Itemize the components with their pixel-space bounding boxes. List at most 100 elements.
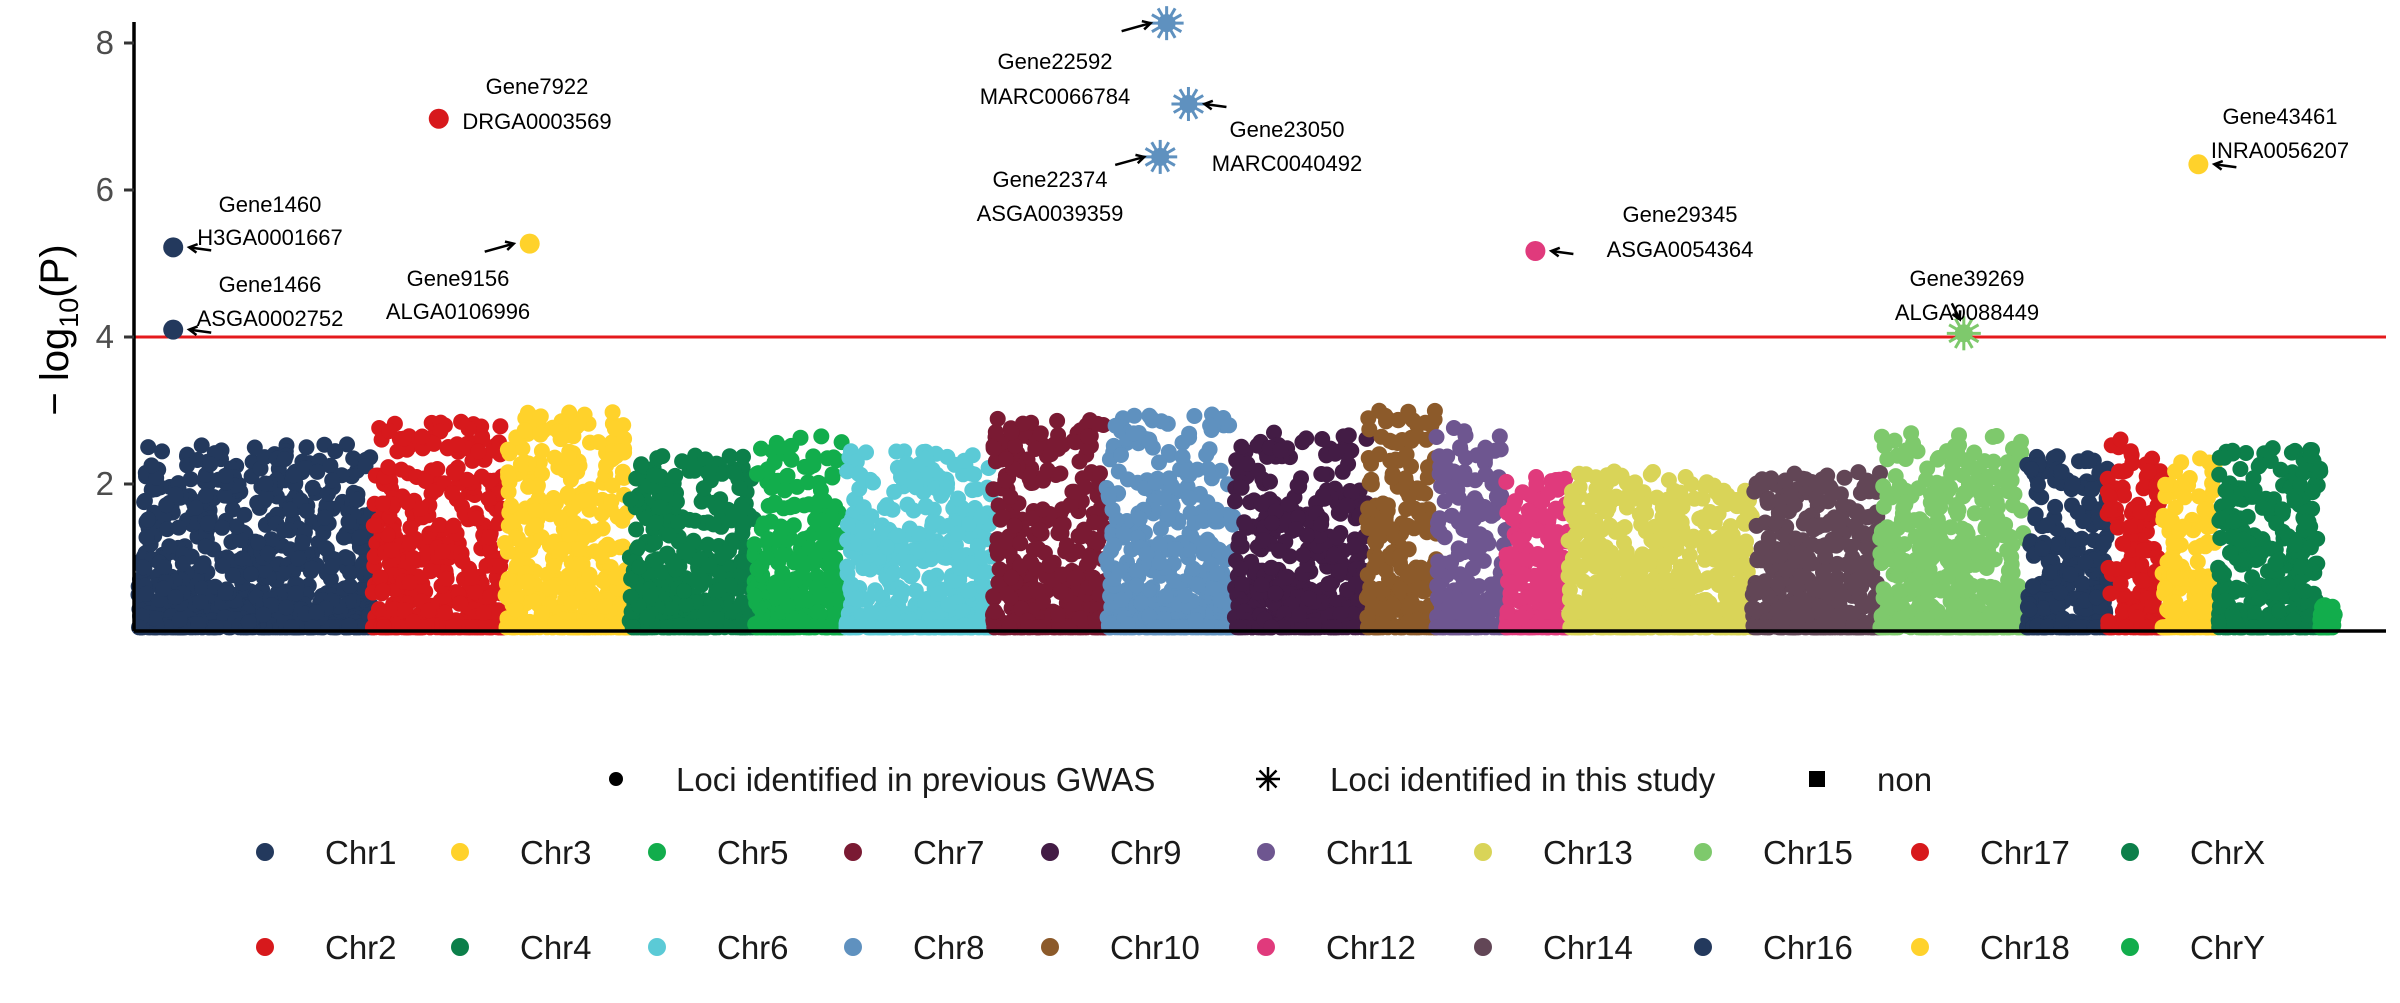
snp-point <box>1082 412 1098 429</box>
snp-point <box>1431 448 1448 465</box>
snp-point <box>1253 576 1270 593</box>
snp-point <box>824 466 841 483</box>
snp-point <box>1326 619 1343 636</box>
snp-point <box>1724 560 1741 576</box>
snp-point <box>182 471 199 488</box>
snp-point <box>199 515 216 532</box>
snp-point <box>1046 435 1063 452</box>
snp-point <box>1189 577 1206 594</box>
snp-point <box>1409 428 1425 444</box>
snp-point <box>1271 542 1288 559</box>
snp-point <box>202 456 219 473</box>
snp-point <box>256 449 273 466</box>
snp-point <box>731 480 748 496</box>
snp-point <box>930 585 947 602</box>
snp-point <box>1334 463 1351 480</box>
snp-point <box>774 564 791 581</box>
snp-point <box>1361 421 1378 438</box>
snp-point <box>1340 427 1357 444</box>
snp-point <box>140 439 157 456</box>
snp-point <box>1426 402 1443 419</box>
snp-point <box>1161 470 1178 487</box>
snp-point <box>701 557 718 574</box>
snp-point <box>559 485 576 502</box>
snp-point <box>1128 577 1145 594</box>
snp-point <box>187 499 204 516</box>
snp-point <box>533 605 550 622</box>
snp-point <box>863 605 879 622</box>
snp-point <box>901 554 918 571</box>
snp-point <box>1113 447 1129 463</box>
snp-point <box>1480 597 1497 614</box>
snp-point <box>232 532 249 549</box>
snp-point <box>503 497 520 514</box>
snp-point <box>1212 592 1229 609</box>
snp-point <box>1158 587 1174 604</box>
snp-point <box>1645 464 1661 480</box>
snp-point <box>217 467 234 484</box>
snp-point <box>323 558 340 575</box>
snp-point <box>240 614 257 631</box>
snp-point <box>1359 609 1376 626</box>
snp-point <box>697 451 714 468</box>
snp-point <box>1368 552 1385 569</box>
snp-point <box>622 491 639 508</box>
snp-point <box>1371 446 1388 463</box>
background-points <box>130 402 2343 636</box>
snp-point <box>508 619 524 636</box>
snp-point <box>316 509 333 526</box>
snp-point <box>1504 510 1521 527</box>
snp-point <box>1326 546 1343 563</box>
snp-point <box>1398 446 1415 463</box>
snp-point <box>475 604 492 621</box>
snp-point <box>1430 521 1446 538</box>
snp-point <box>603 451 620 468</box>
snp-point <box>622 588 639 605</box>
snp-point <box>1152 520 1169 537</box>
snp-point <box>1049 412 1066 429</box>
snp-point <box>1166 572 1182 589</box>
snp-point <box>705 516 722 533</box>
snp-point <box>340 513 357 530</box>
snp-point <box>365 517 382 534</box>
snp-point <box>1255 532 1271 549</box>
snp-point <box>287 585 304 602</box>
snp-point <box>452 595 469 612</box>
snp-point <box>1415 583 1432 600</box>
snp-point <box>1234 575 1250 592</box>
snp-point <box>342 564 359 581</box>
snp-point <box>1467 472 1484 489</box>
snp-point <box>1058 537 1075 554</box>
snp-point <box>998 451 1014 467</box>
snp-point <box>481 529 498 546</box>
snp-point <box>296 460 313 477</box>
snp-point <box>257 489 274 506</box>
snp-point <box>560 449 577 466</box>
snp-point <box>1030 582 1046 599</box>
snp-point <box>879 539 895 556</box>
snp-point <box>975 563 992 580</box>
snp-point <box>856 523 873 540</box>
snp-point <box>1289 477 1306 494</box>
snp-point <box>374 495 391 512</box>
snp-point <box>1198 446 1215 463</box>
snp-point <box>255 606 272 623</box>
snp-point <box>1429 577 1446 594</box>
snp-point <box>590 434 607 451</box>
snp-point <box>939 448 956 465</box>
snp-point <box>1295 547 1311 563</box>
snp-point <box>596 598 613 615</box>
snp-point <box>1294 434 1311 451</box>
snp-point <box>876 500 893 516</box>
snp-point <box>243 566 260 583</box>
snp-point <box>973 509 990 525</box>
snp-point <box>278 599 295 616</box>
snp-point <box>339 436 355 453</box>
snp-point <box>1476 451 1493 468</box>
snp-point <box>401 535 418 552</box>
snp-point <box>910 525 927 542</box>
snp-point <box>748 619 765 636</box>
snp-point <box>678 596 695 613</box>
snp-point <box>1363 516 1380 533</box>
snp-point <box>1436 493 1453 510</box>
